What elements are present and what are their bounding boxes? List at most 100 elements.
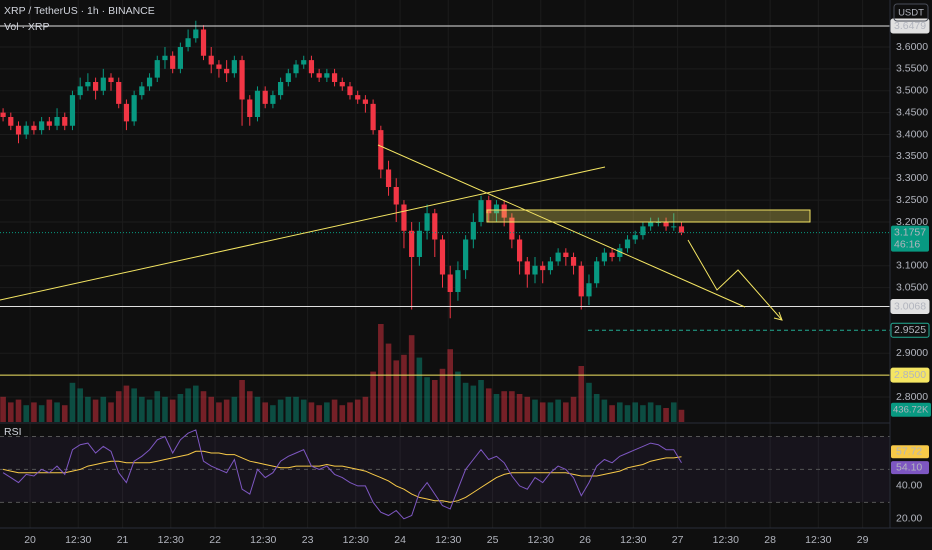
y-tick-label: 2.8000 <box>896 391 928 403</box>
candle-body <box>486 200 492 214</box>
candle-body <box>617 248 623 258</box>
x-tick-label: 12:30 <box>343 534 369 546</box>
last-price-label: 3.1757 <box>894 226 926 238</box>
candle-body <box>401 204 407 231</box>
candle-body <box>85 81 91 87</box>
candle-body <box>31 125 37 131</box>
volume-bar <box>539 402 546 422</box>
volume-bar <box>501 391 507 422</box>
candle-body <box>316 73 322 78</box>
volume-bar <box>655 405 662 422</box>
volume-bar <box>31 402 37 422</box>
axes: 20 12:30 21 12:30 22 12:30 23 12:30 24 12:30 25 12:… <box>24 18 931 546</box>
candle-body <box>409 230 415 258</box>
x-tick-label: 12:30 <box>713 534 739 546</box>
candle-body <box>432 213 438 240</box>
volume-bar <box>308 402 315 422</box>
candle-body <box>116 81 122 104</box>
candle-body <box>77 86 83 96</box>
volume-bar <box>439 368 446 422</box>
volume-bar <box>609 405 615 422</box>
volume-bar <box>177 394 184 422</box>
candle-body <box>570 257 577 266</box>
volume-bar <box>38 405 45 422</box>
volume-bar <box>347 402 353 422</box>
candle-body <box>347 86 353 96</box>
candle-body <box>285 73 291 82</box>
candle-body <box>293 64 299 74</box>
rsi-badge <box>891 445 929 459</box>
rsi-legend: RSI <box>4 426 22 438</box>
candle-body <box>254 90 261 117</box>
volume-bar <box>563 402 569 422</box>
candle-body <box>385 169 392 188</box>
x-tick-label: 12:30 <box>158 534 184 546</box>
candle-body <box>648 222 654 227</box>
rsi-line <box>2 429 682 520</box>
volume-bar <box>154 391 161 422</box>
candle-body <box>378 130 384 170</box>
volume-bar <box>485 388 492 422</box>
volume-bar <box>462 382 469 422</box>
volume-bar <box>7 402 14 422</box>
volume-bar <box>586 382 592 422</box>
rsi-badge <box>891 461 929 475</box>
level-badge <box>890 322 930 338</box>
candle-body <box>247 99 253 117</box>
volume-bar <box>424 377 430 422</box>
volume-bar <box>663 408 669 422</box>
projection-arrow <box>687 239 783 321</box>
volume-legend: Vol · XRP <box>4 21 50 33</box>
candle-body <box>262 90 268 104</box>
volume-bar <box>570 396 577 422</box>
candle-body <box>563 252 569 258</box>
volume-bar <box>162 396 168 422</box>
y-tick-label: 3.3000 <box>896 172 928 184</box>
rsi-line <box>2 450 682 503</box>
volume-bar <box>15 399 22 422</box>
candle-body <box>555 252 561 262</box>
candle-body <box>69 95 76 126</box>
candle-body <box>640 226 646 236</box>
volume-bar <box>316 405 322 422</box>
volume-bar <box>0 396 6 422</box>
candle-body <box>671 226 677 228</box>
x-tick-label: 27 <box>672 534 684 546</box>
y-tick-label: 3.2000 <box>896 216 928 228</box>
candle-body <box>193 29 199 39</box>
candle-body <box>231 60 237 74</box>
candle-body <box>655 222 661 224</box>
volume-bar <box>678 409 685 422</box>
y-tick-label: 3.5500 <box>896 63 928 75</box>
rsi-badge-label: 54.10 <box>896 461 922 473</box>
volume-bar <box>115 391 122 422</box>
volume-bar <box>385 343 392 422</box>
volume-pane <box>0 324 685 422</box>
volume-bar <box>401 354 407 422</box>
y-tick-label: 3.0500 <box>896 281 928 293</box>
volume-bar <box>277 399 284 422</box>
x-tick-label: 12:30 <box>250 534 276 546</box>
candle-body <box>416 230 422 258</box>
candle-body <box>46 121 52 126</box>
volume-bar <box>92 399 99 422</box>
volume-bar <box>416 357 423 422</box>
volume-bar <box>493 394 500 422</box>
grid <box>0 0 890 528</box>
rsi-tick-label: 40.00 <box>896 480 922 492</box>
candle-body <box>524 261 530 275</box>
candle-body <box>424 213 430 231</box>
candle-body <box>370 103 376 131</box>
volume-bar <box>208 396 215 422</box>
y-tick-label: 3.4000 <box>896 128 928 140</box>
candle-body <box>478 200 484 223</box>
volume-bar <box>262 402 268 422</box>
volume-bar <box>231 396 238 422</box>
volume-bar <box>516 394 523 422</box>
rsi-badge-label: 57.72 <box>896 445 922 457</box>
currency-button[interactable] <box>893 3 929 22</box>
volume-bar <box>100 396 107 422</box>
currency-label[interactable]: USDT <box>898 8 924 19</box>
volume-badge <box>891 402 931 417</box>
